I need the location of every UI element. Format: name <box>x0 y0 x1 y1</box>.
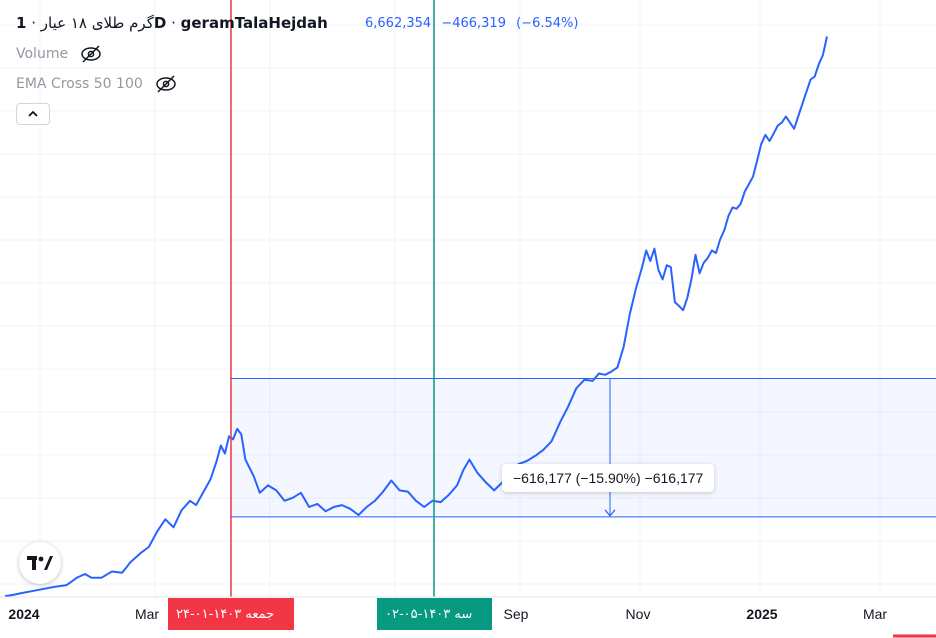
measure-result-label: −616,177 (−15.90%) −616,177 <box>502 464 715 492</box>
symbol-name[interactable]: geramTalaHejdah <box>180 14 328 32</box>
title-sep-2: · <box>171 14 176 32</box>
measure-range-box[interactable] <box>230 378 936 517</box>
collapse-legend-button[interactable] <box>16 103 50 125</box>
measure-arrowhead <box>604 509 616 517</box>
x-tick-label: Nov <box>625 606 651 622</box>
x-tick-label: Mar <box>134 606 160 622</box>
chevron-up-icon <box>28 110 38 117</box>
price-change: −466,319 <box>441 16 506 31</box>
x-tick-label: 2025 <box>746 606 778 622</box>
red-date-marker-label[interactable]: جمعه ۱۴۰۳-۰۱-۲۴ <box>168 598 294 630</box>
indicator-ema-cross[interactable]: EMA Cross 50 100 <box>16 75 177 93</box>
eye-off-icon[interactable] <box>80 45 102 63</box>
last-price: 6,662,354 <box>365 16 432 31</box>
interval-label[interactable]: 1D <box>16 14 167 32</box>
title-prefix: گرم طلای ۱۸ عیار <box>40 14 154 32</box>
title-sep-1: · <box>31 14 36 32</box>
quote-values: 6,662,354 −466,319 (−6.54%) <box>365 16 584 31</box>
green-date-marker-label[interactable]: سه ۱۴۰۳-۰۵-۰۲ <box>377 598 492 630</box>
indicator-volume[interactable]: Volume <box>16 45 102 63</box>
tradingview-logo[interactable] <box>19 542 61 584</box>
x-tick-label: Sep <box>503 606 529 622</box>
x-tick-label: 2024 <box>8 606 40 622</box>
price-change-percent: (−6.54%) <box>516 16 579 31</box>
x-tick-label: Mar <box>862 606 888 622</box>
indicator-ema-label: EMA Cross 50 100 <box>16 76 143 92</box>
tradingview-logo-icon <box>27 556 53 570</box>
symbol-title[interactable]: گرم طلای ۱۸ عیار · 1D · geramTalaHejdah <box>16 14 328 32</box>
indicator-volume-label: Volume <box>16 46 69 62</box>
chart-grid <box>0 0 936 597</box>
eye-off-icon[interactable] <box>155 75 177 93</box>
